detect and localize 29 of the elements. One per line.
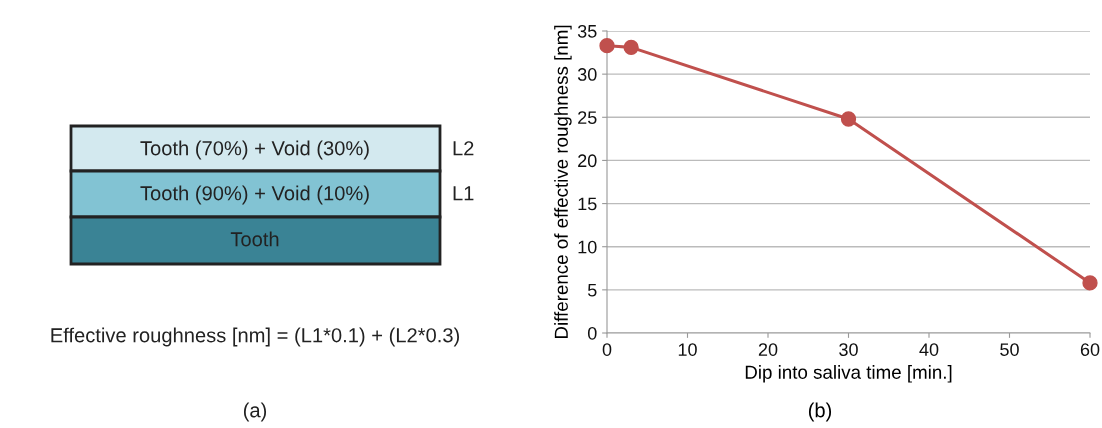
point [840,111,857,127]
y-tick-label: 0 [587,326,597,340]
text: L1 [453,186,474,201]
x-tick-label: 0 [602,343,612,356]
text: Effective roughness [nm] = (L1*0.1) + (L2*0.3) [51,327,459,347]
x-tick-label: 60 [1080,343,1100,356]
point [1082,275,1098,291]
y-tick-label: 15 [578,197,597,211]
text: L2 [453,141,474,156]
x-axis-title: Dip into saliva time [min.] [745,365,952,383]
x-tick-label: 20 [758,343,778,356]
y-tick-label: 20 [578,154,597,168]
text: Tooth (70%) + Void (30%) [140,140,369,160]
text: (b) [808,402,832,422]
text: (a) [243,402,267,422]
text: Tooth (90%) + Void (10%) [140,185,369,205]
x-tick-label: 40 [919,343,939,356]
y-axis-title: Difference of effective roughness [nm] [554,25,572,339]
point [599,38,615,54]
y-tick-label: 10 [578,240,597,254]
y-tick-label: 30 [577,68,597,81]
y-tick-label: 25 [578,111,597,125]
x-tick-label: 10 [678,343,697,356]
point [623,39,639,56]
y-tick-label: 5 [587,283,597,297]
text: Tooth [230,231,279,247]
x-tick-label: 30 [839,343,858,356]
y-tick-label: 35 [577,24,597,38]
x-tick-label: 50 [1000,343,1019,356]
